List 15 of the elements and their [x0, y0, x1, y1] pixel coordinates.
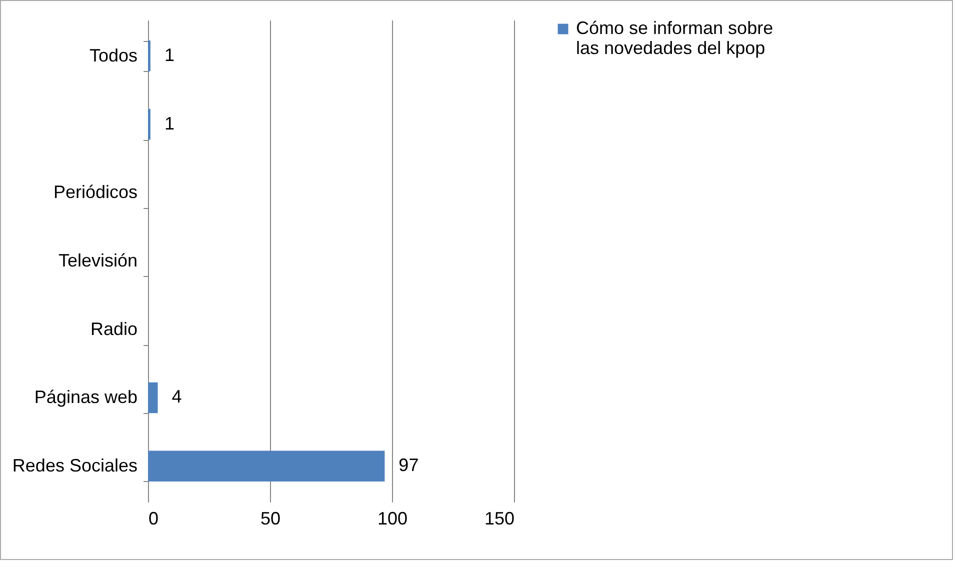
y-tick-label: Televisión [58, 250, 138, 270]
data-label: 1 [164, 113, 174, 134]
data-label: 1 [164, 44, 174, 65]
y-tick-label: Periódicos [53, 182, 138, 202]
legend-label: Cómo se informan sobre las novedades del kpop [576, 18, 774, 58]
data-label: 4 [172, 386, 182, 407]
x-tick-label: 100 [377, 508, 408, 528]
y-tick-label: Todos [89, 45, 138, 66]
x-tick-label: 50 [260, 508, 281, 528]
y-tick-label: Radio [90, 318, 138, 339]
x-tick-label: 150 [484, 508, 514, 528]
y-tick-label: Páginas web [34, 387, 138, 408]
x-tick-label: 0 [148, 508, 159, 528]
y-tick-label: Redes Sociales [12, 456, 138, 476]
data-label: 97 [398, 455, 419, 476]
